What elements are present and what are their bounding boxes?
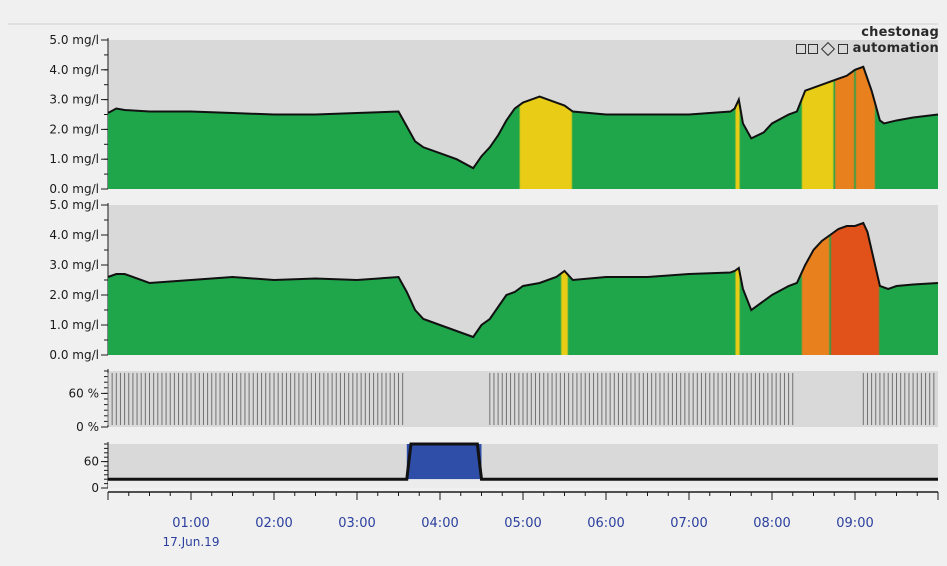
output-line <box>108 442 938 481</box>
concentration-area <box>108 66 938 189</box>
y-tick-label: 0 <box>91 481 99 495</box>
brand-name: chestonag <box>861 25 939 40</box>
y-tick-label: 1.0 mg/l <box>49 318 99 332</box>
y-tick-label: 0.0 mg/l <box>49 348 99 362</box>
x-tick-label: 06:00 <box>587 516 624 531</box>
x-tick-label: 07:00 <box>670 516 707 531</box>
concentration-area <box>108 223 938 355</box>
y-tick-label: 4.0 mg/l <box>49 228 99 242</box>
brand-tagline: automation <box>852 41 939 56</box>
concentration-line <box>107 221 939 339</box>
x-tick-label: 03:00 <box>338 516 375 531</box>
logo-square-icon <box>807 44 818 54</box>
y-tick-label: 5.0 mg/l <box>49 198 99 212</box>
x-tick-label: 09:00 <box>836 516 873 531</box>
y-tick-label: 2.0 mg/l <box>49 122 99 136</box>
x-tick-label: 08:00 <box>753 516 790 531</box>
output-bar <box>406 444 482 480</box>
y-tick-label: 3.0 mg/l <box>49 258 99 272</box>
y-tick-label: 5.0 mg/l <box>49 33 99 47</box>
y-tick-label: 2.0 mg/l <box>49 288 99 302</box>
baseline-area <box>108 479 938 488</box>
y-tick-label: 1.0 mg/l <box>49 152 99 166</box>
x-tick-label: 05:00 <box>504 516 541 531</box>
y-tick-label: 60 <box>84 455 99 469</box>
x-date-label: 17.Jun.19 <box>163 535 220 549</box>
logo-square-icon <box>837 44 848 54</box>
y-tick-label: 0 % <box>76 420 99 434</box>
logo-diamond-icon <box>820 41 835 57</box>
x-tick-label: 02:00 <box>255 516 292 531</box>
brand-tagline-row: automation <box>795 41 939 57</box>
logo-square-icon <box>795 44 806 54</box>
y-tick-label: 3.0 mg/l <box>49 93 99 107</box>
y-tick-label: 0.0 mg/l <box>49 182 99 196</box>
y-tick-label: 60 % <box>69 386 100 400</box>
x-tick-label: 04:00 <box>421 516 458 531</box>
y-tick-label: 4.0 mg/l <box>49 63 99 77</box>
brand-logo: chestonag automation <box>795 25 939 57</box>
concentration-line <box>107 65 939 170</box>
x-tick-label: 01:00 <box>172 516 209 531</box>
